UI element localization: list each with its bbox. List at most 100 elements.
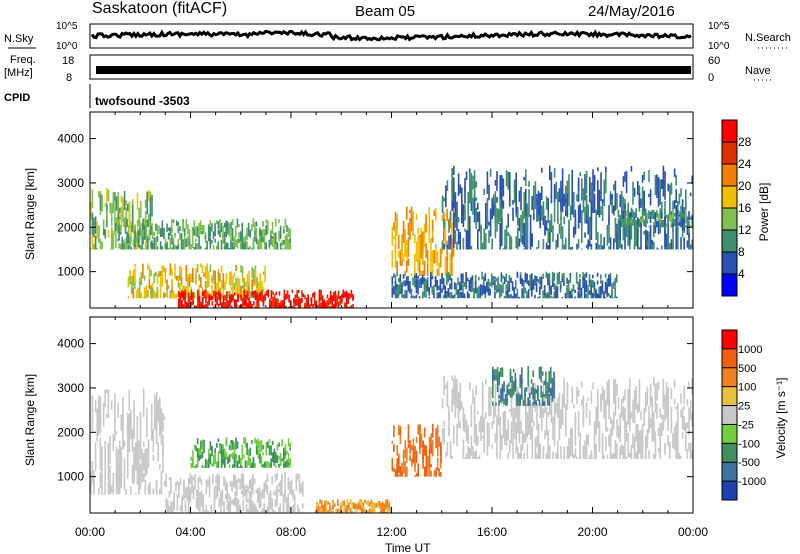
power-gate <box>407 237 410 257</box>
velocity-gate <box>179 477 182 486</box>
power-gate <box>420 227 423 241</box>
velocity-gate <box>115 446 118 486</box>
power-gate <box>407 259 410 266</box>
velocity-gate <box>90 482 92 495</box>
velocity-gate <box>493 405 495 425</box>
velocity-gate <box>249 459 252 468</box>
power-gate <box>597 180 599 208</box>
power-gate <box>579 288 581 295</box>
velocity-gate <box>462 407 465 431</box>
power-gate <box>90 201 92 220</box>
velocity-colorbar-label: 25 <box>738 401 750 413</box>
nsky-frame <box>89 23 694 49</box>
power-gate <box>233 292 236 296</box>
power-gate <box>255 237 258 244</box>
velocity-gate <box>163 480 166 486</box>
velocity-gate <box>673 379 676 389</box>
velocity-gate <box>274 490 277 496</box>
power-gate <box>568 174 570 206</box>
velocity-gate <box>509 408 511 412</box>
velocity-gate <box>632 399 634 423</box>
velocity-gate <box>316 507 318 513</box>
velocity-gate <box>537 423 540 451</box>
velocity-gate <box>241 466 244 468</box>
velocity-gate <box>233 450 236 457</box>
velocity-gate <box>491 444 493 449</box>
power-gate <box>185 219 188 229</box>
velocity-gate <box>236 497 238 512</box>
power-gate <box>203 225 205 234</box>
power-gate <box>667 233 669 250</box>
power-gate <box>435 244 437 264</box>
power-gate <box>271 240 274 247</box>
power-gate <box>198 293 200 299</box>
power-gate <box>444 219 447 247</box>
velocity-gate <box>317 505 320 513</box>
power-gate <box>582 196 585 213</box>
velocity-gate <box>190 456 193 461</box>
power-gate <box>233 283 236 291</box>
power-gate <box>143 275 146 281</box>
power-gate <box>463 293 466 299</box>
velocity-gate <box>222 458 224 465</box>
velocity-gate <box>419 425 421 433</box>
power-gate <box>254 272 257 286</box>
power-gate <box>196 264 199 273</box>
velocity-gate <box>223 476 225 487</box>
power-gate <box>499 175 501 202</box>
velocity-gate <box>332 510 334 513</box>
velocity-gate <box>409 454 411 462</box>
velocity-gate <box>160 482 163 486</box>
power-gate <box>449 292 451 299</box>
velocity-gate <box>535 400 538 406</box>
velocity-gate <box>332 504 334 509</box>
velocity-gate <box>142 473 145 482</box>
power-gate <box>107 229 110 238</box>
velocity-gate <box>469 382 471 391</box>
power-gate <box>172 294 175 299</box>
power-gate <box>211 275 213 280</box>
power-gate <box>405 296 408 299</box>
power-gate <box>512 199 514 205</box>
velocity-gate <box>521 381 523 390</box>
velocity-gate <box>509 368 512 378</box>
velocity-gate <box>525 418 527 443</box>
power-gate <box>129 237 132 244</box>
velocity-gate <box>348 505 350 509</box>
velocity-gate <box>141 471 143 483</box>
power-gate <box>199 248 202 250</box>
power-gate <box>251 248 253 250</box>
velocity-gate <box>300 483 302 491</box>
velocity-gate <box>425 445 428 465</box>
power-gate <box>225 295 228 299</box>
power-gate <box>273 238 275 250</box>
velocity-gate <box>545 407 548 436</box>
power-gate <box>633 187 636 197</box>
velocity-gate <box>398 455 400 473</box>
velocity-gate <box>170 477 172 494</box>
power-gate <box>272 291 274 295</box>
velocity-gate <box>617 425 620 439</box>
velocity-gate <box>654 431 657 459</box>
power-gate <box>454 294 456 299</box>
power-gate <box>149 191 152 199</box>
power-gate <box>196 226 199 238</box>
velocity-gate <box>517 386 519 391</box>
power-gate <box>193 305 196 308</box>
power-gate <box>171 247 173 250</box>
power-gate <box>613 205 615 216</box>
power-gate <box>238 297 241 299</box>
power-gate <box>262 300 265 307</box>
power-gate <box>685 209 687 219</box>
velocity-gate <box>525 398 527 420</box>
power-gate <box>434 276 437 283</box>
velocity-gate <box>653 453 655 459</box>
velocity-gate <box>536 403 538 430</box>
power-gate <box>115 217 118 226</box>
velocity-gate <box>260 510 262 513</box>
power-gate <box>409 209 411 214</box>
power-gate <box>612 297 615 299</box>
power-gate <box>473 296 475 299</box>
velocity-gate <box>373 502 376 510</box>
power-gate <box>279 235 282 239</box>
